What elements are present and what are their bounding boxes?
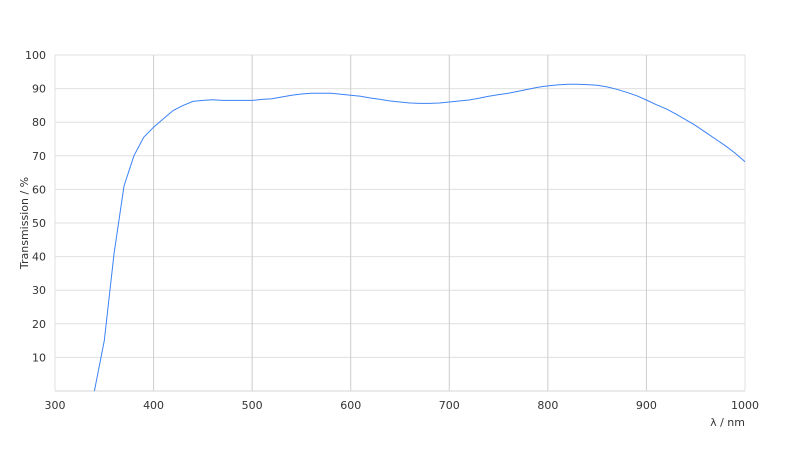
x-tick-label: 800	[537, 399, 558, 412]
x-tick-label: 600	[340, 399, 361, 412]
y-tick-label: 10	[32, 351, 46, 364]
y-tick-label: 100	[25, 49, 46, 62]
transmission-line	[93, 83, 746, 392]
y-tick-label: 20	[32, 318, 46, 331]
x-tick-label: 500	[242, 399, 263, 412]
y-tick-label: 50	[32, 217, 46, 230]
x-axis-label: λ / nm	[710, 416, 745, 429]
y-tick-labels: 10 20 30 40 50 60 70 80 90 100	[25, 49, 46, 364]
x-tick-label: 1000	[731, 399, 759, 412]
y-tick-label: 70	[32, 150, 46, 163]
y-tick-label: 60	[32, 183, 46, 196]
grid	[54, 54, 746, 392]
y-axis-label: Transmission / %	[18, 177, 31, 270]
y-tick-label: 80	[32, 116, 46, 129]
y-tick-label: 30	[32, 284, 46, 297]
x-tick-label: 700	[439, 399, 460, 412]
x-tick-labels: 300 400 500 600 700 800 900 1000	[45, 399, 760, 412]
x-tick-label: 300	[45, 399, 66, 412]
y-tick-label: 90	[32, 83, 46, 96]
y-tick-label: 40	[32, 251, 46, 264]
x-tick-label: 400	[143, 399, 164, 412]
x-tick-label: 900	[636, 399, 657, 412]
